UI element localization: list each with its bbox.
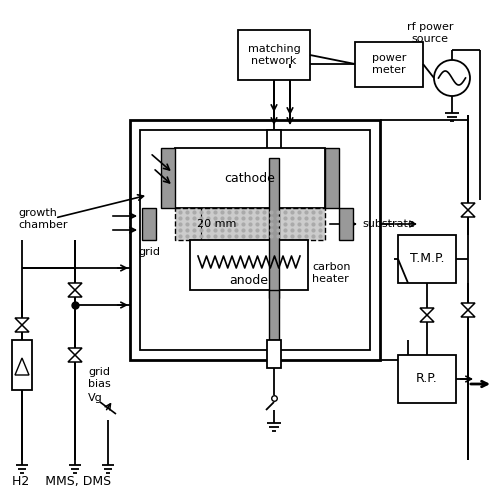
Text: H2    MMS, DMS: H2 MMS, DMS (12, 475, 111, 488)
Bar (325, 148, 339, 208)
Text: grid: grid (138, 247, 160, 257)
Bar (142, 208, 156, 240)
Bar (398, 235, 456, 283)
Bar (339, 208, 353, 240)
Bar (267, 340, 281, 368)
Text: 20 mm: 20 mm (198, 219, 236, 229)
Bar (269, 290, 279, 340)
Bar (267, 130, 281, 158)
Text: growth
chamber: growth chamber (18, 208, 68, 230)
Polygon shape (15, 325, 29, 332)
Bar (355, 42, 423, 87)
Text: carbon
heater: carbon heater (312, 262, 350, 284)
Bar (398, 355, 456, 403)
Polygon shape (461, 203, 475, 210)
Bar (175, 208, 325, 240)
Polygon shape (420, 315, 434, 322)
Polygon shape (461, 303, 475, 310)
Bar (12, 340, 32, 390)
Text: substrate: substrate (362, 219, 415, 229)
Bar (238, 30, 310, 80)
Polygon shape (68, 283, 82, 290)
Polygon shape (68, 355, 82, 362)
Text: grid
bias: grid bias (88, 367, 111, 389)
Polygon shape (68, 290, 82, 297)
Bar (190, 240, 308, 290)
Bar (140, 130, 370, 350)
Polygon shape (15, 318, 29, 325)
Text: anode: anode (230, 274, 268, 286)
Bar (175, 148, 325, 208)
Bar (269, 158, 279, 298)
Polygon shape (68, 348, 82, 355)
Bar (161, 148, 175, 208)
Text: rf power
source: rf power source (407, 22, 453, 44)
Text: matching
network: matching network (248, 44, 300, 66)
Bar (130, 120, 380, 360)
Text: Vg: Vg (88, 393, 103, 403)
Polygon shape (420, 308, 434, 315)
Polygon shape (15, 358, 29, 375)
Polygon shape (461, 210, 475, 217)
Circle shape (434, 60, 470, 96)
Text: cathode: cathode (224, 172, 276, 184)
Text: power
meter: power meter (372, 53, 406, 75)
Text: T.M.P.: T.M.P. (410, 252, 444, 266)
Text: R.P.: R.P. (416, 372, 438, 386)
Polygon shape (461, 310, 475, 317)
